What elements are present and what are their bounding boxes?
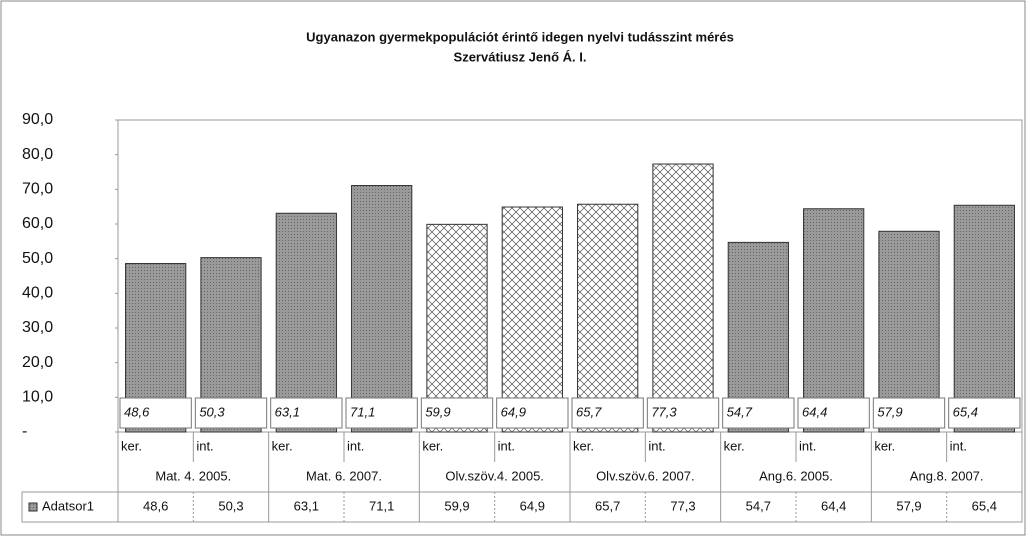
group-label: Mat. 6. 2007.	[306, 468, 382, 483]
data-label: 54,7	[727, 404, 753, 419]
bar	[953, 204, 1015, 433]
data-label-box	[345, 397, 418, 429]
x-tick-label: ker.	[724, 438, 745, 453]
y-tick-label: 60,0	[22, 215, 53, 232]
data-label-box	[194, 397, 268, 429]
data-label-box	[496, 397, 569, 429]
data-label: 77,3	[651, 404, 677, 419]
data-label: 63,1	[275, 404, 300, 419]
group-label: Olv.szöv.4. 2005.	[445, 468, 544, 483]
x-tick-label: int.	[648, 438, 665, 453]
data-label-box	[270, 397, 343, 429]
data-label: 59,9	[425, 404, 450, 419]
x-tick-label: int.	[950, 438, 967, 453]
x-tick-label: ker.	[272, 438, 293, 453]
data-label: 64,9	[501, 404, 526, 419]
data-label: 71,1	[350, 404, 375, 419]
data-label-box	[420, 397, 494, 429]
group-label: Mat. 4. 2005.	[155, 468, 231, 483]
bar	[426, 223, 488, 433]
data-label-box	[571, 397, 644, 429]
x-tick-label: int.	[498, 438, 515, 453]
y-tick-label: 10,0	[22, 389, 53, 406]
legend-label: Adatsor1	[42, 498, 94, 513]
bar	[803, 208, 865, 433]
chart-subtitle: Szervátiusz Jenő Á. I.	[454, 49, 587, 64]
y-tick-label: 80,0	[22, 146, 53, 163]
y-tick-label: 20,0	[22, 354, 53, 371]
group-label: Ang.6. 2005.	[759, 468, 833, 483]
y-tick-label: -	[22, 423, 27, 440]
table-value: 65,4	[972, 498, 997, 513]
table-value: 77,3	[670, 498, 695, 513]
table-value: 57,9	[896, 498, 921, 513]
table-value: 65,7	[595, 498, 620, 513]
group-label: Olv.szöv.6. 2007.	[596, 468, 695, 483]
data-label: 65,4	[953, 404, 978, 419]
y-tick-label: 70,0	[22, 181, 53, 198]
data-label: 50,3	[199, 404, 225, 419]
x-tick-label: ker.	[874, 438, 895, 453]
table-value: 50,3	[218, 498, 243, 513]
bar	[577, 203, 639, 433]
table-value: 71,1	[369, 498, 394, 513]
bar	[351, 185, 413, 433]
y-tick-label: 40,0	[22, 285, 53, 302]
bar	[275, 212, 337, 433]
y-tick-label: 30,0	[22, 319, 53, 336]
y-tick-label: 50,0	[22, 250, 53, 267]
data-label: 48,6	[124, 404, 150, 419]
x-tick-label: int.	[799, 438, 816, 453]
table-value: 64,4	[821, 498, 846, 513]
table-value: 63,1	[294, 498, 319, 513]
data-label: 57,9	[877, 404, 902, 419]
x-tick-label: int.	[196, 438, 213, 453]
data-label: 64,4	[802, 404, 827, 419]
chart-title: Ugyanazon gyermekpopulációt érintő idege…	[306, 29, 734, 44]
table-value: 64,9	[520, 498, 545, 513]
data-label-box	[872, 397, 946, 429]
bar	[501, 206, 563, 433]
table-value: 48,6	[143, 498, 168, 513]
y-tick-label: 90,0	[22, 111, 53, 128]
table-value: 54,7	[746, 498, 771, 513]
data-label-box	[948, 397, 1021, 429]
x-tick-label: int.	[347, 438, 364, 453]
x-tick-label: ker.	[573, 438, 594, 453]
data-label-box	[722, 397, 795, 429]
legend-key	[28, 502, 38, 512]
x-tick-label: ker.	[121, 438, 142, 453]
bar	[652, 163, 714, 433]
table-value: 59,9	[444, 498, 469, 513]
group-label: Ang.8. 2007.	[910, 468, 984, 483]
data-label-box	[797, 397, 870, 429]
data-label-box	[646, 397, 720, 429]
x-tick-label: ker.	[422, 438, 443, 453]
data-label-box	[119, 397, 192, 429]
data-label: 65,7	[576, 404, 602, 419]
